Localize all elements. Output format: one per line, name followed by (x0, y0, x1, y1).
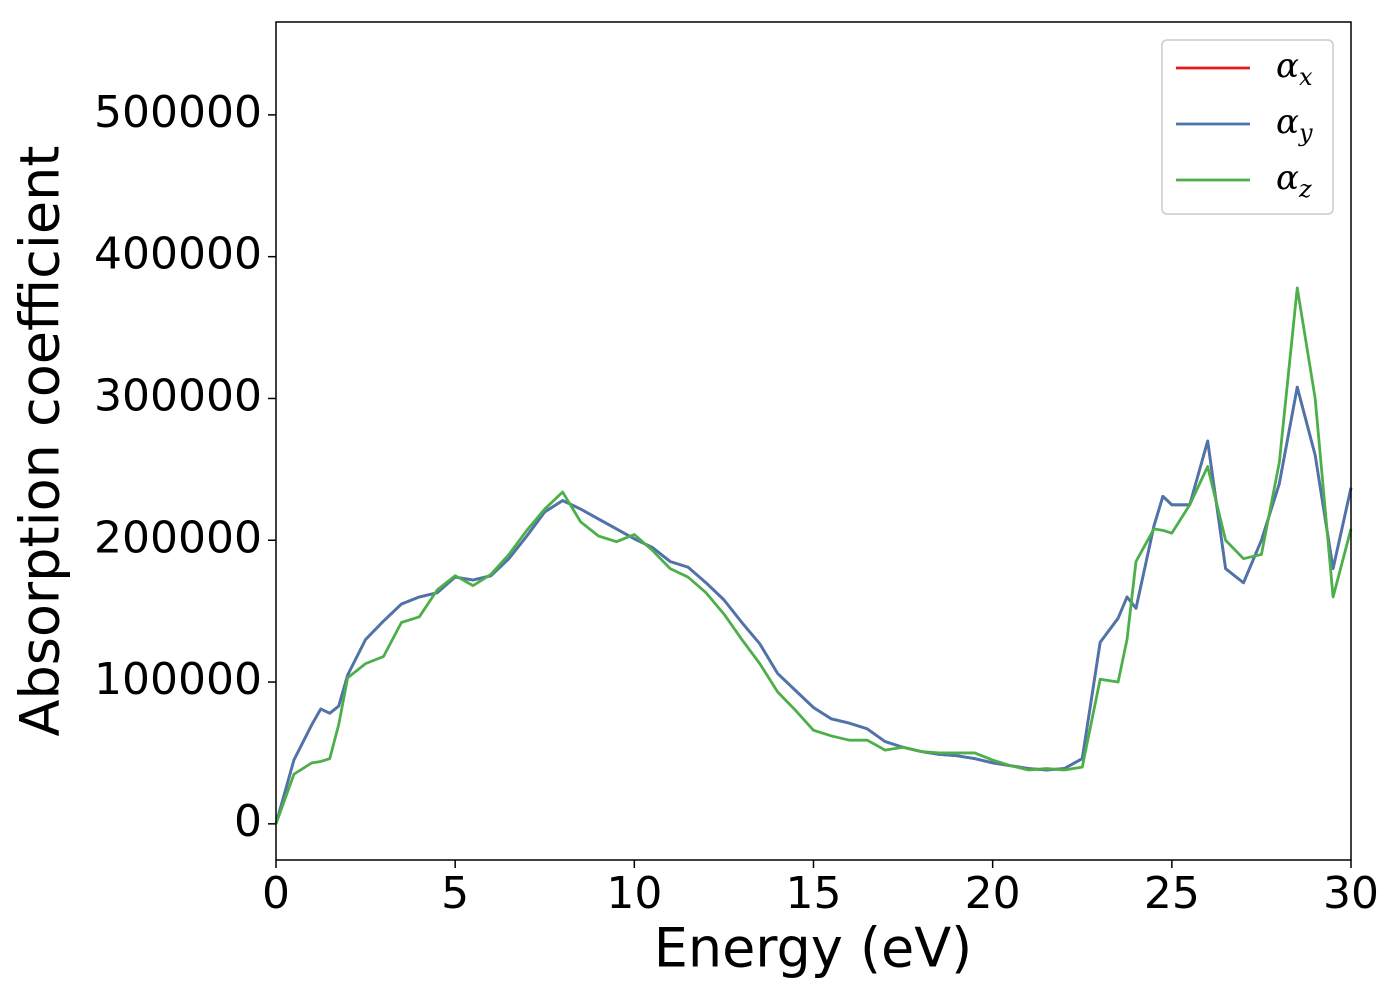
x-tick-label: 30 (1323, 868, 1379, 919)
line (274, 385, 1353, 825)
x-axis-label: Energy (eV) (654, 917, 973, 980)
line (274, 385, 1353, 825)
x-tick-label: 20 (965, 868, 1021, 919)
y-tick-label: 100000 (94, 654, 262, 705)
plot-frame (275, 21, 1352, 861)
y-tick-label: 500000 (94, 87, 262, 138)
y-tick-label: 300000 (94, 370, 262, 421)
y-tick-label: 400000 (94, 229, 262, 280)
x-tick-label: 15 (786, 868, 842, 919)
y-tick-label: 0 (234, 796, 262, 847)
x-tick-label: 0 (262, 868, 290, 919)
y-axis-label: Absorption coefficient (9, 146, 72, 737)
x-tick-label: 10 (606, 868, 662, 919)
line (274, 286, 1353, 825)
x-tick-label: 5 (441, 868, 469, 919)
legend-box (1161, 39, 1334, 215)
x-tick-label: 25 (1144, 868, 1200, 919)
legend-label: αz (1276, 158, 1312, 203)
y-tick-label: 200000 (94, 512, 262, 563)
